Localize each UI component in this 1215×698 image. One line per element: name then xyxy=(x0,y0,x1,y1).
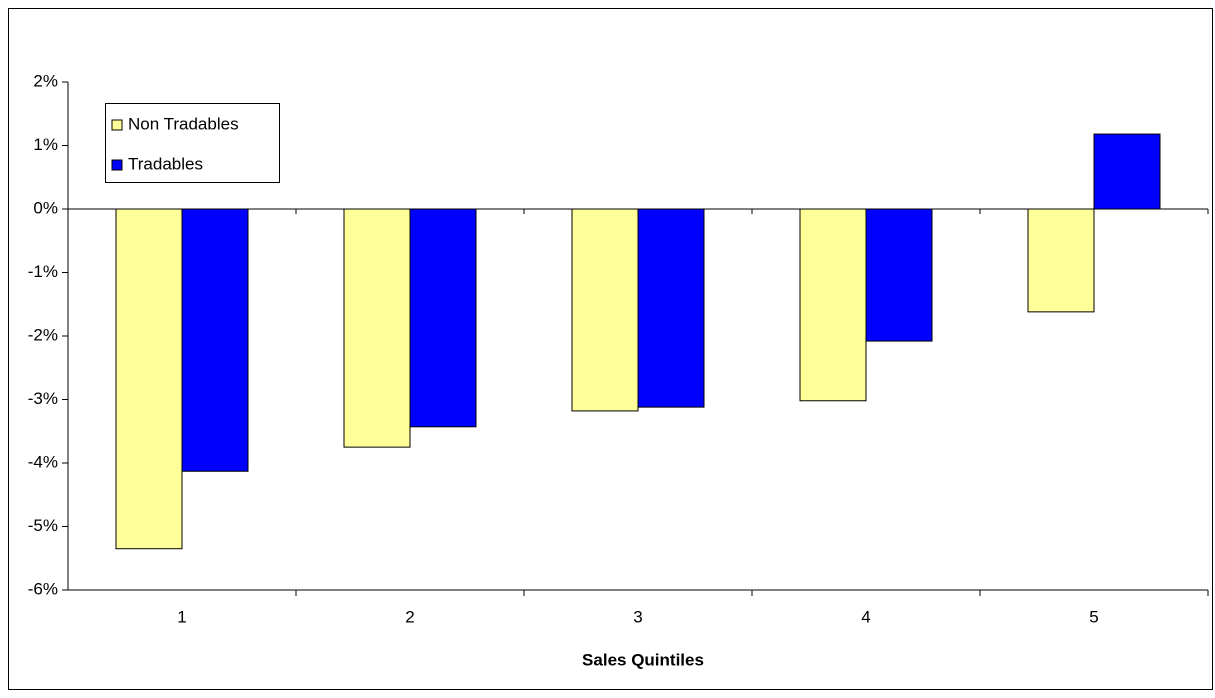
x-tick-label: 5 xyxy=(1089,607,1098,626)
bar xyxy=(637,208,705,408)
legend-label: Tradables xyxy=(128,154,203,173)
y-tick-label: 0% xyxy=(33,198,58,217)
bar xyxy=(409,208,477,428)
x-tick-label: 1 xyxy=(177,607,186,626)
x-tick-label: 4 xyxy=(861,607,870,626)
y-tick-label: -5% xyxy=(28,516,58,535)
y-tick-label: -6% xyxy=(28,579,58,598)
legend-swatch xyxy=(111,119,123,131)
bar xyxy=(181,208,249,472)
y-tick-label: 1% xyxy=(33,135,58,154)
x-tick-label: 3 xyxy=(633,607,642,626)
bar xyxy=(865,208,933,342)
y-tick-label: 2% xyxy=(33,71,58,90)
bar xyxy=(115,208,183,550)
y-tick-label: -2% xyxy=(28,325,58,344)
legend-label: Non Tradables xyxy=(128,114,239,133)
legend-box xyxy=(105,103,280,183)
bar xyxy=(1027,208,1095,313)
legend-swatch xyxy=(111,159,123,171)
bar xyxy=(799,208,867,402)
x-tick-label: 2 xyxy=(405,607,414,626)
y-tick-label: -3% xyxy=(28,389,58,408)
bar xyxy=(343,208,411,448)
bar xyxy=(571,208,639,412)
y-tick-label: -4% xyxy=(28,452,58,471)
x-axis-label: Sales Quintiles xyxy=(582,650,704,669)
bar xyxy=(1093,133,1161,210)
y-tick-label: -1% xyxy=(28,262,58,281)
